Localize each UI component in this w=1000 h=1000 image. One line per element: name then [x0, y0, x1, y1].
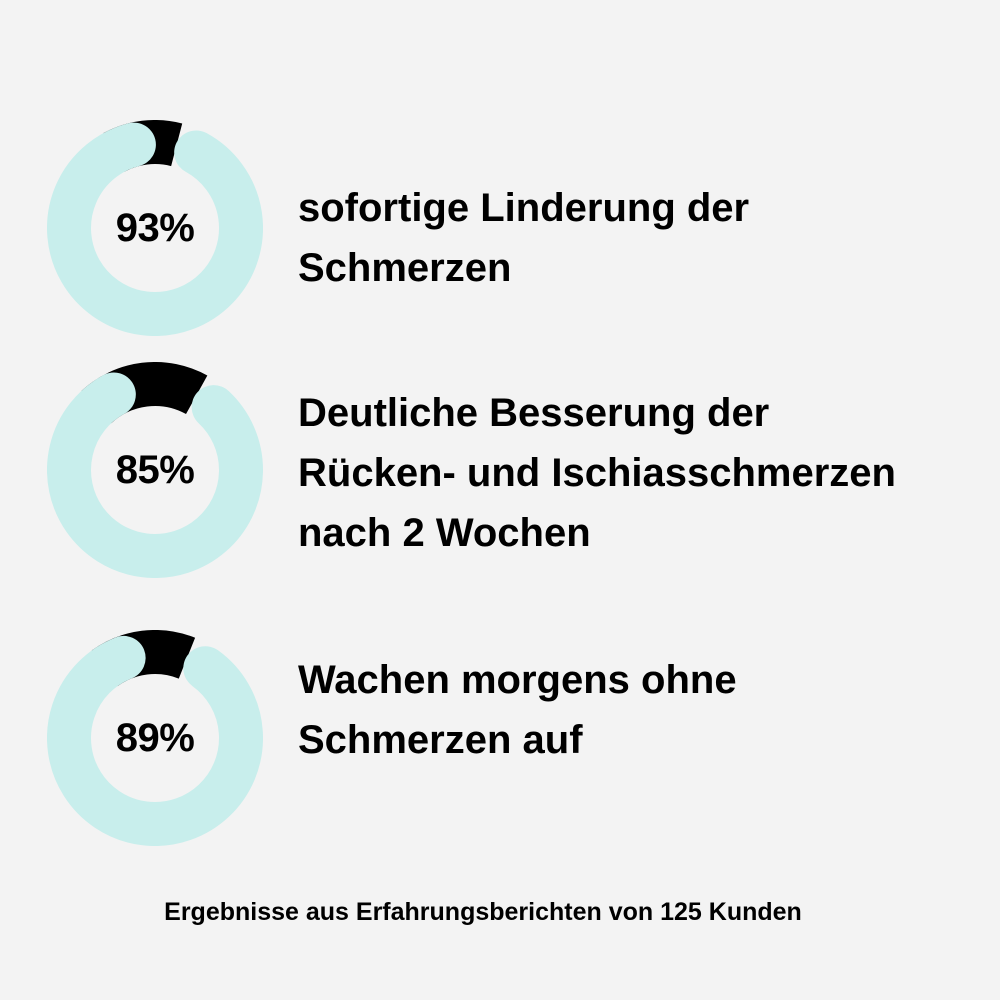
donut-percent-1: 93% — [115, 205, 195, 250]
donut-value-arc — [47, 372, 263, 578]
footer-note: Ergebnisse aus Erfahrungsberichten von 1… — [164, 898, 802, 926]
stat-description-2: Deutliche Besserung der Rücken- und Isch… — [298, 383, 978, 563]
donut-value-arc — [47, 122, 263, 336]
donut-chart-2: 85% — [47, 362, 263, 578]
donut-percent-3: 89% — [115, 715, 195, 760]
stat-description-3-line-1: Wachen morgens ohne — [298, 658, 737, 702]
donut-svg-1 — [47, 120, 263, 336]
donut-percent-2: 85% — [115, 447, 195, 492]
stat-description-1: sofortige Linderung der Schmerzen — [298, 178, 978, 298]
donut-svg-3 — [47, 630, 263, 846]
donut-chart-3: 89% — [47, 630, 263, 846]
donut-svg-2 — [47, 362, 263, 578]
stat-description-3-line-2: Schmerzen auf — [298, 718, 583, 762]
stat-description-2-line-2: Rücken- und Ischiasschmerzen — [298, 451, 896, 495]
donut-value-arc — [47, 635, 263, 846]
stat-description-1-line-2: Schmerzen — [298, 246, 512, 290]
stat-description-1-line-1: sofortige Linderung der — [298, 186, 750, 230]
donut-chart-1: 93% — [47, 120, 263, 336]
stat-description-2-line-1: Deutliche Besserung der — [298, 391, 770, 435]
stat-description-3: Wachen morgens ohne Schmerzen auf — [298, 650, 978, 770]
stat-description-2-line-3: nach 2 Wochen — [298, 511, 591, 555]
